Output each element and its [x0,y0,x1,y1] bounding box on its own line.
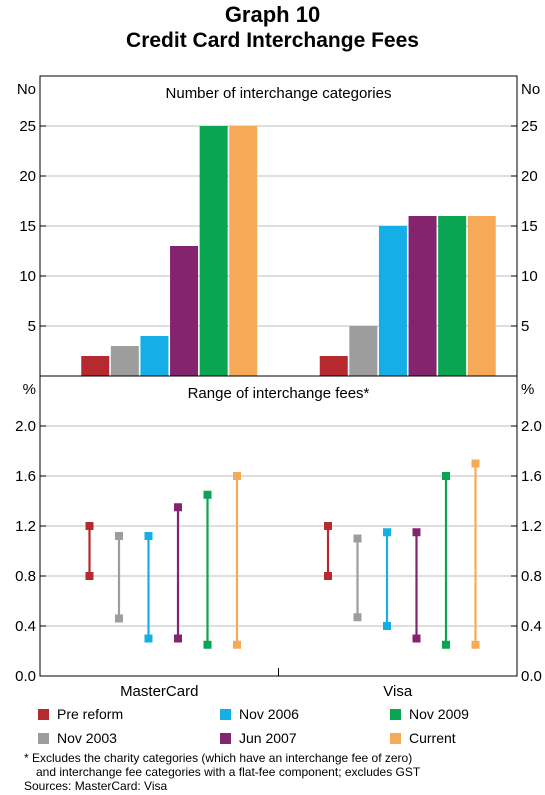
y-tick-label-left: 10 [19,268,36,285]
panel-1-title: Number of interchange categories [166,85,392,102]
bar-visa-current [467,216,496,376]
range-mastercard-nov-2009-max-marker [203,490,212,499]
y-tick-label-right: 5 [521,318,529,335]
y-tick-label-left: 15 [19,218,36,235]
y-tick-label-right: 1.6 [521,468,542,485]
range-mastercard-nov-2003-min-marker [115,614,123,623]
range-visa-current-max-marker [471,459,480,468]
y-tick-label-left: 1.6 [15,468,36,485]
legend-label: Nov 2009 [409,706,469,722]
range-visa-nov-2003-min-marker [353,613,362,622]
panel-2-title: Range of interchange fees* [188,385,370,402]
y-axis-unit-right: No [521,81,540,98]
y-tick-label-right: 20 [521,168,538,185]
legend-item-pre-reform: Pre reform [38,706,123,722]
range-visa-nov-2003-max-marker [353,534,362,543]
bar-mastercard-current [229,126,258,376]
range-visa-pre-reform-min-marker [324,572,332,580]
range-visa-nov-2006-max-marker [383,528,391,537]
footnote-line-2: and interchange fee categories with a fl… [36,765,421,779]
range-visa-pre-reform-max-marker [324,522,332,530]
y-tick-label-left: 0.8 [15,568,36,585]
range-mastercard-nov-2009-min-marker [203,640,212,649]
range-mastercard-nov-2006-max-marker [144,532,153,540]
bar-visa-jun-2007 [408,216,437,376]
legend-swatch [390,732,401,744]
chart-canvas: 5 5 10 10 15 15 20 20 25 25 Number of interchange … [15,75,542,700]
bar-visa-nov-2009 [438,216,467,376]
y-tick-label-right: 2.0 [521,418,542,435]
range-mastercard-pre-reform-min-marker [85,572,94,580]
y-tick-label-right: 1.2 [521,518,542,535]
x-tick-label-mastercard: MasterCard [120,683,198,700]
y-tick-label-left: 5 [28,318,36,335]
range-mastercard-current-max-marker [233,472,241,480]
range-visa-jun-2007-min-marker [412,634,421,643]
range-mastercard-current-min-marker [233,640,241,649]
chart-subtitle: Credit Card Interchange Fees [126,29,419,52]
y-tick-label-left: 1.2 [15,518,36,535]
legend-label: Current [409,730,456,746]
range-mastercard-nov-2003-max-marker [115,532,123,540]
y-tick-label-right: 10 [521,268,538,285]
range-mastercard-jun-2007-min-marker [174,634,182,643]
legend-swatch [220,732,231,744]
sources-note: Sources: MasterCard: Visa [24,779,168,793]
chart-title: Graph 10 [224,2,321,27]
y-axis-unit-right: % [521,381,534,398]
legend-swatch [38,708,49,720]
range-visa-jun-2007-max-marker [412,528,421,537]
bar-mastercard-pre-reform [81,356,110,376]
legend-item-jun-2007: Jun 2007 [220,730,297,746]
y-tick-label-right: 0.4 [521,618,542,635]
range-visa-nov-2006-min-marker [383,622,391,630]
legend-swatch [390,708,401,720]
legend-item-current: Current [390,730,456,746]
legend-swatch [38,732,49,744]
range-visa-current-min-marker [471,640,480,649]
bar-mastercard-nov-2003 [110,346,139,376]
y-tick-label-right: 15 [521,218,538,235]
bar-mastercard-jun-2007 [170,246,199,376]
x-tick-label-visa: Visa [383,683,413,700]
bar-visa-pre-reform [319,356,348,376]
y-tick-label-left: 20 [19,168,36,185]
y-axis-unit-left: % [23,381,36,398]
y-tick-label-right: 0.8 [521,568,542,585]
legend-item-nov-2009: Nov 2009 [390,706,469,722]
legend-label: Jun 2007 [239,730,297,746]
range-visa-nov-2009-min-marker [442,640,450,649]
y-tick-label-left: 0.0 [15,668,36,685]
bar-visa-nov-2006 [378,226,407,376]
y-tick-label-right: 25 [521,118,538,135]
legend-label: Pre reform [57,706,124,722]
range-visa-nov-2009-max-marker [442,472,450,480]
footnote-line-1: * Excludes the charity categories (which… [24,751,413,765]
y-tick-label-left: 25 [19,118,36,135]
y-tick-label-left: 2.0 [15,418,36,435]
y-axis-unit-left: No [17,81,36,98]
legend-item-nov-2006: Nov 2006 [220,706,299,722]
legend-swatch [220,708,231,720]
range-mastercard-jun-2007-max-marker [174,503,182,512]
y-tick-label-left: 0.4 [15,618,36,635]
bar-mastercard-nov-2006 [140,336,169,376]
range-mastercard-nov-2006-min-marker [144,634,153,643]
y-tick-label-right: 0.0 [521,668,542,685]
legend-item-nov-2003: Nov 2003 [38,730,117,746]
bar-mastercard-nov-2009 [199,126,228,376]
legend-label: Nov 2006 [239,706,299,722]
range-mastercard-pre-reform-max-marker [85,522,94,530]
legend-label: Nov 2003 [57,730,117,746]
bar-visa-nov-2003 [349,326,378,376]
